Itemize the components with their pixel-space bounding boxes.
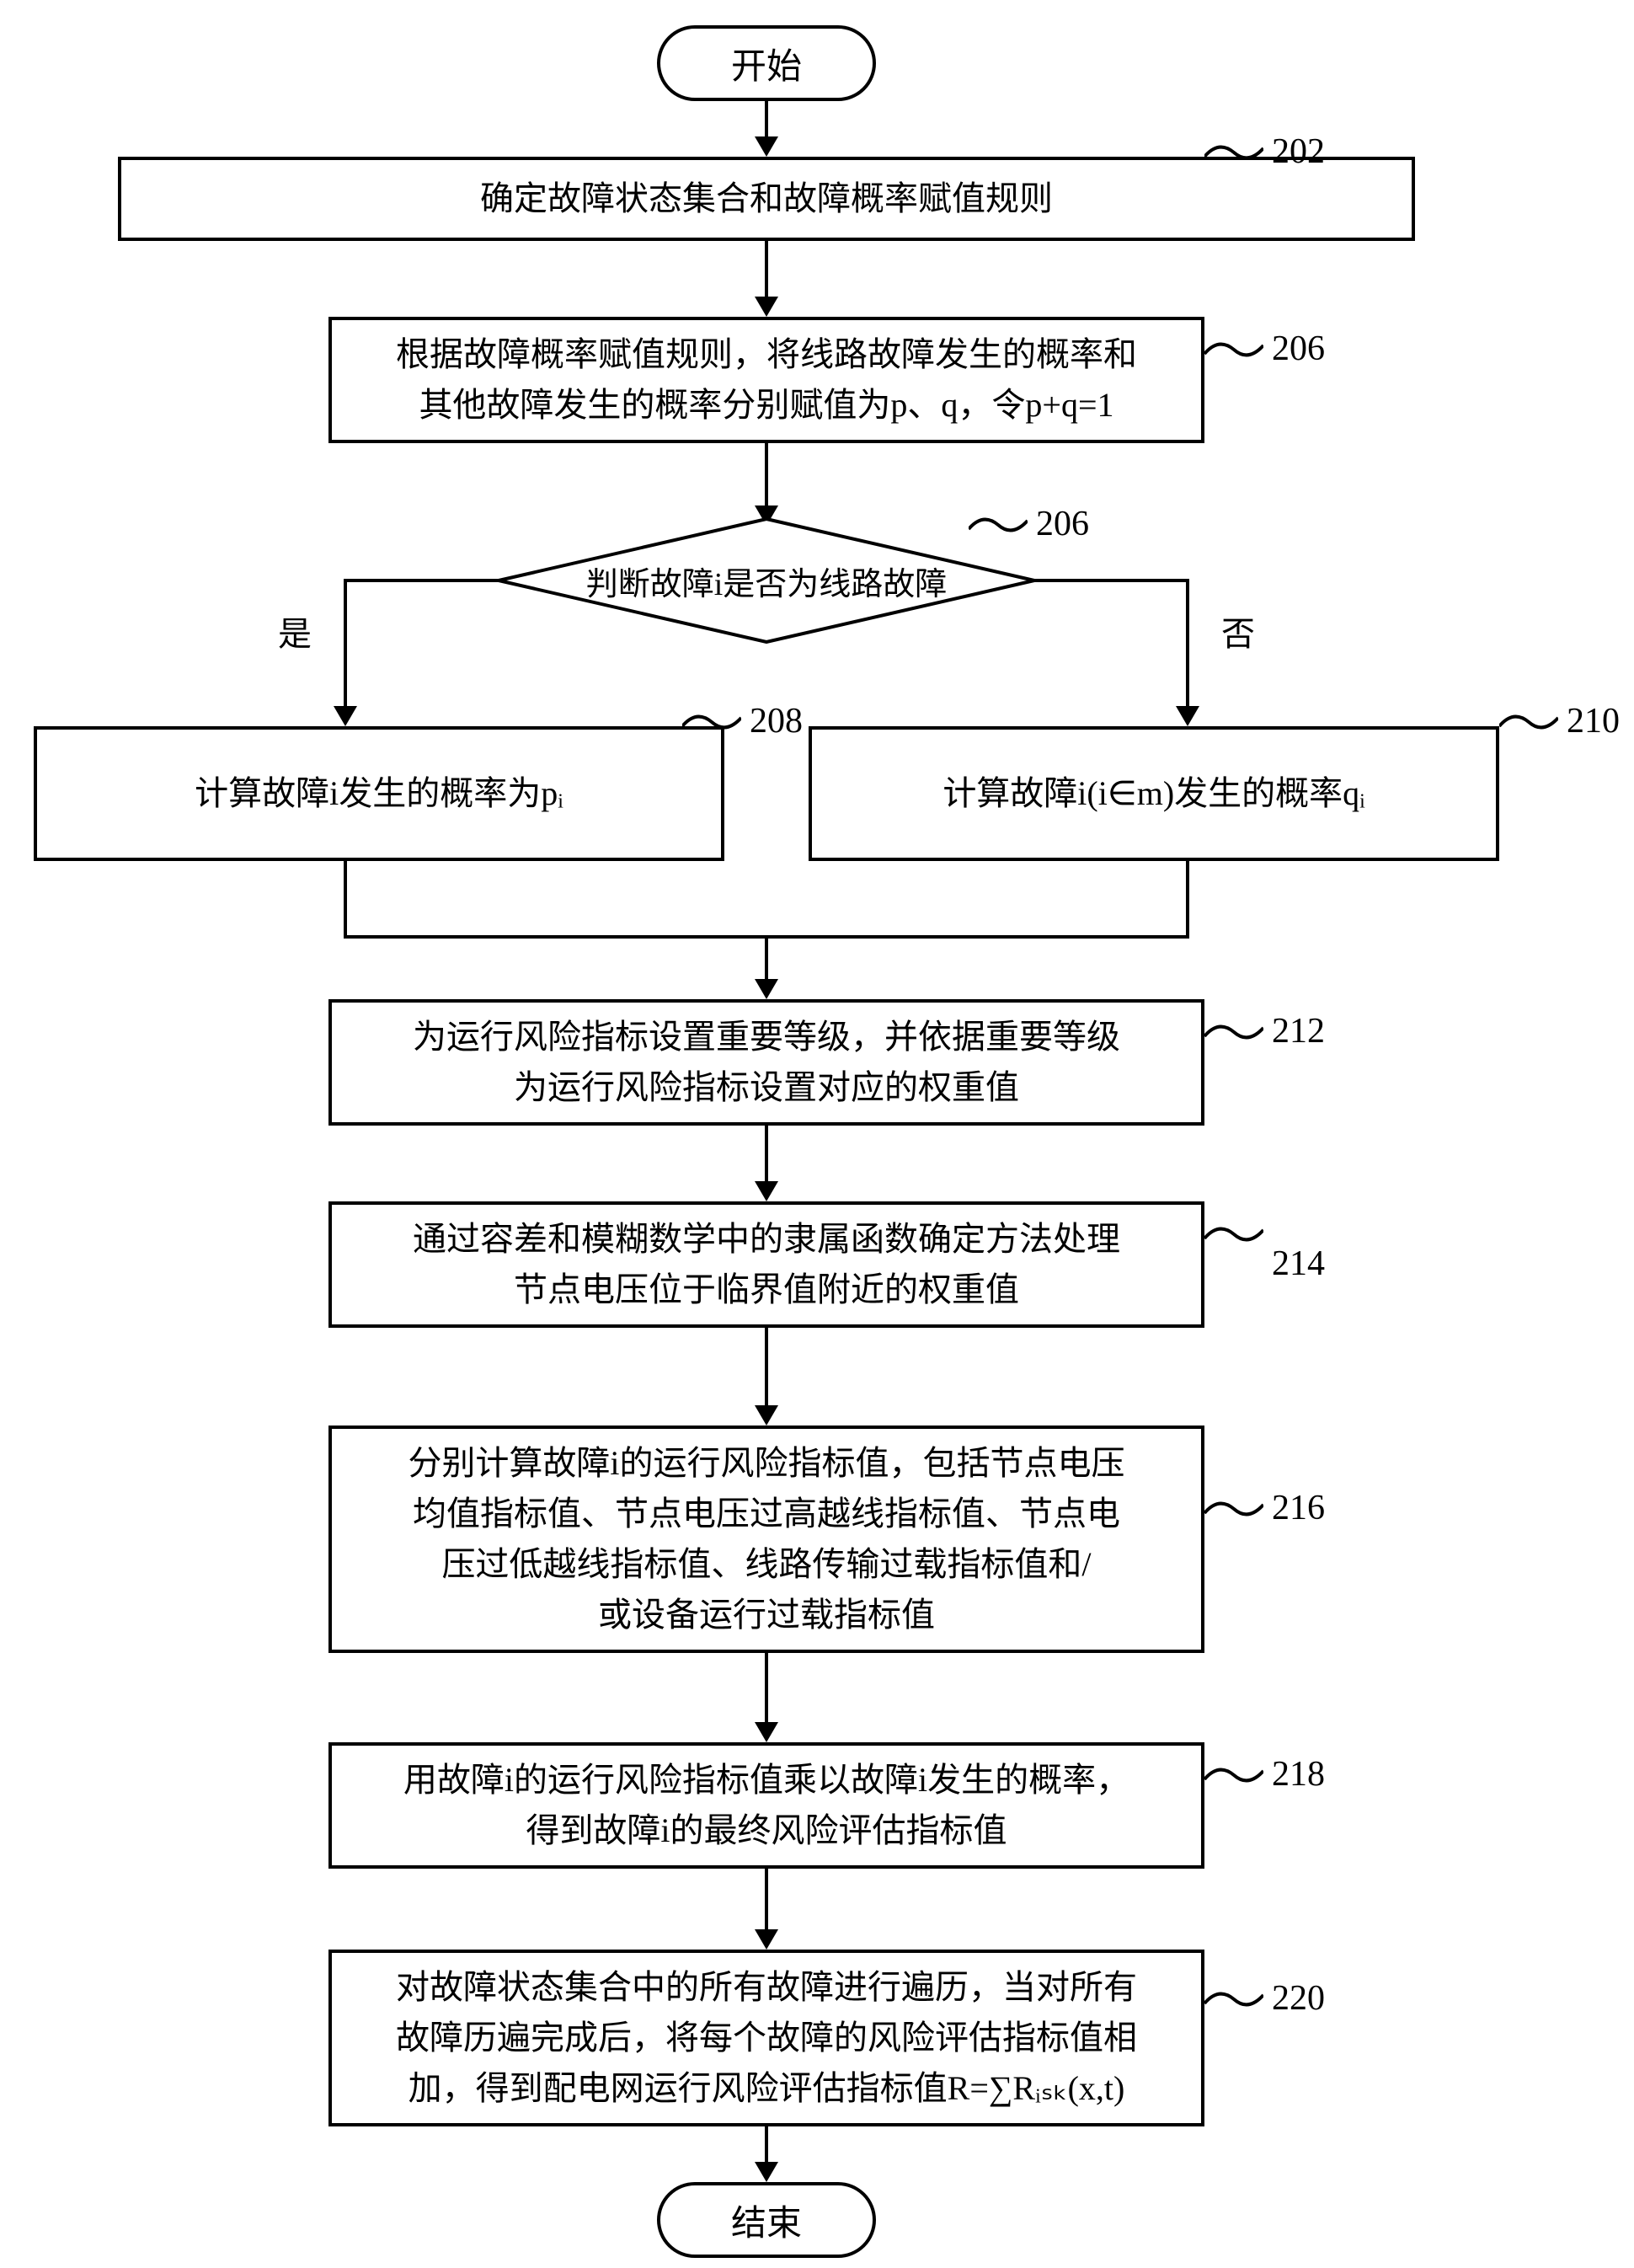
label-218: 218 <box>1272 1754 1325 1795</box>
end-label: 结束 <box>731 2195 802 2246</box>
connector <box>345 579 500 582</box>
connector <box>765 1869 768 1933</box>
decision-line-fault: 判断故障i是否为线路故障 <box>497 517 1036 644</box>
step-202-text: 确定故障状态集合和故障概率赋值规则 <box>480 174 1053 224</box>
end-terminal: 结束 <box>657 2182 876 2258</box>
label-206b: 206 <box>1036 504 1089 544</box>
decision-text: 判断故障i是否为线路故障 <box>586 558 948 604</box>
tilde-208 <box>682 709 741 735</box>
step-208: 计算故障i发生的概率为pᵢ <box>34 726 724 861</box>
yes-label: 是 <box>278 607 312 655</box>
connector <box>765 1126 768 1185</box>
label-220: 220 <box>1272 1978 1325 2019</box>
tilde-218 <box>1204 1763 1263 1788</box>
label-206a: 206 <box>1272 329 1325 369</box>
arrow-head <box>755 2162 778 2182</box>
connector <box>765 935 768 982</box>
arrow-head <box>755 1405 778 1426</box>
label-216: 216 <box>1272 1488 1325 1528</box>
step-206a-text: 根据故障概率赋值规则，将线路故障发生的概率和 其他故障发生的概率分别赋值为p、q… <box>396 329 1137 431</box>
arrow-head <box>755 136 778 157</box>
connector <box>1186 579 1189 709</box>
arrow-head <box>755 979 778 999</box>
step-216: 分别计算故障i的运行风险指标值，包括节点电压 均值指标值、节点电压过高越线指标值… <box>328 1426 1204 1653</box>
step-220: 对故障状态集合中的所有故障进行遍历，当对所有 故障历遍完成后，将每个故障的风险评… <box>328 1950 1204 2126</box>
step-214: 通过容差和模糊数学中的隶属函数确定方法处理 节点电压位于临界值附近的权重值 <box>328 1201 1204 1328</box>
arrow-head <box>755 297 778 317</box>
step-214-text: 通过容差和模糊数学中的隶属函数确定方法处理 节点电压位于临界值附近的权重值 <box>413 1214 1120 1315</box>
connector <box>765 1653 768 1725</box>
arrow-head <box>334 706 357 726</box>
label-208: 208 <box>750 701 803 741</box>
step-218-text: 用故障i的运行风险指标值乘以故障i发生的概率， 得到故障i的最终风险评估指标值 <box>403 1755 1129 1856</box>
connector <box>1186 861 1189 937</box>
label-202: 202 <box>1272 131 1325 172</box>
tilde-216 <box>1204 1496 1263 1522</box>
tilde-206a <box>1204 337 1263 362</box>
tilde-202 <box>1204 140 1263 165</box>
step-220-text: 对故障状态集合中的所有故障进行遍历，当对所有 故障历遍完成后，将每个故障的风险评… <box>396 1962 1137 2114</box>
arrow-head <box>755 1929 778 1950</box>
label-214: 214 <box>1272 1244 1325 1284</box>
tilde-212 <box>1204 1019 1263 1045</box>
label-212: 212 <box>1272 1011 1325 1051</box>
step-202: 确定故障状态集合和故障概率赋值规则 <box>118 157 1415 241</box>
tilde-206b <box>969 512 1028 538</box>
arrow-head <box>755 1722 778 1742</box>
connector <box>344 861 347 937</box>
connector <box>765 2126 768 2165</box>
tilde-220 <box>1204 1987 1263 2012</box>
step-212-text: 为运行风险指标设置重要等级，并依据重要等级 为运行风险指标设置对应的权重值 <box>413 1012 1120 1113</box>
connector <box>344 579 347 709</box>
step-206a: 根据故障概率赋值规则，将线路故障发生的概率和 其他故障发生的概率分别赋值为p、q… <box>328 317 1204 443</box>
arrow-head <box>1176 706 1199 726</box>
connector <box>765 241 768 300</box>
step-216-text: 分别计算故障i的运行风险指标值，包括节点电压 均值指标值、节点电压过高越线指标值… <box>408 1438 1124 1640</box>
start-terminal: 开始 <box>657 25 876 101</box>
no-label: 否 <box>1221 607 1255 655</box>
step-218: 用故障i的运行风险指标值乘以故障i发生的概率， 得到故障i的最终风险评估指标值 <box>328 1742 1204 1869</box>
tilde-210 <box>1499 709 1558 735</box>
step-210-text: 计算故障i(i∈m)发生的概率qᵢ <box>942 768 1364 819</box>
label-210: 210 <box>1567 701 1620 741</box>
connector <box>765 1328 768 1409</box>
start-label: 开始 <box>731 38 802 89</box>
step-210: 计算故障i(i∈m)发生的概率qᵢ <box>809 726 1499 861</box>
step-208-text: 计算故障i发生的概率为pᵢ <box>195 768 563 819</box>
connector <box>765 101 768 140</box>
tilde-214 <box>1204 1222 1263 1247</box>
connector <box>1033 579 1188 582</box>
step-212: 为运行风险指标设置重要等级，并依据重要等级 为运行风险指标设置对应的权重值 <box>328 999 1204 1126</box>
arrow-head <box>755 1181 778 1201</box>
connector <box>765 443 768 509</box>
